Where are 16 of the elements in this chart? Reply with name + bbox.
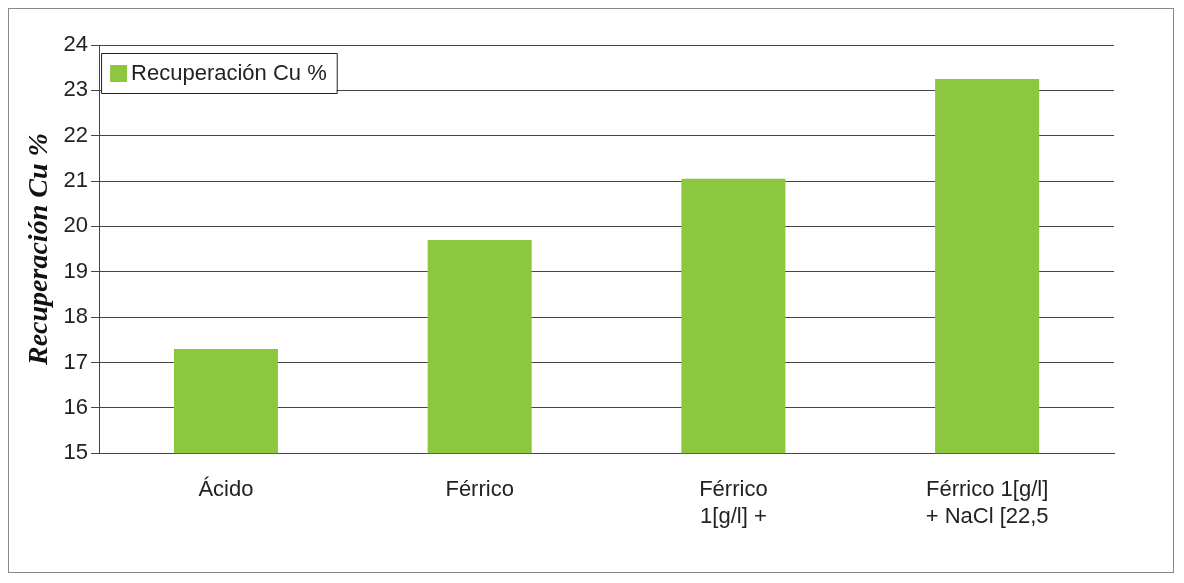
y-tick-label: 15 bbox=[63, 439, 89, 465]
x-tick-label: Férrico 1[g/l] + bbox=[699, 476, 768, 528]
x-tick-label: Ácido bbox=[198, 476, 254, 502]
y-tick-label: 20 bbox=[63, 212, 89, 238]
y-tick-label: 22 bbox=[63, 121, 89, 147]
x-tick-label: Férrico bbox=[445, 476, 514, 502]
y-tick-label: 18 bbox=[63, 303, 89, 329]
y-axis-title: Recuperación Cu % bbox=[22, 133, 54, 366]
y-tick-label: 19 bbox=[63, 257, 89, 283]
legend-label: Recuperación Cu % bbox=[131, 60, 327, 86]
y-tick-label: 21 bbox=[63, 167, 89, 193]
y-tick-label: 16 bbox=[63, 393, 89, 419]
y-tick-label: 23 bbox=[63, 76, 89, 102]
x-tick-label: Férrico 1[g/l] + NaCl [22,5 bbox=[925, 476, 1049, 528]
y-tick-label: 24 bbox=[63, 31, 89, 57]
y-tick-label: 17 bbox=[63, 348, 89, 374]
